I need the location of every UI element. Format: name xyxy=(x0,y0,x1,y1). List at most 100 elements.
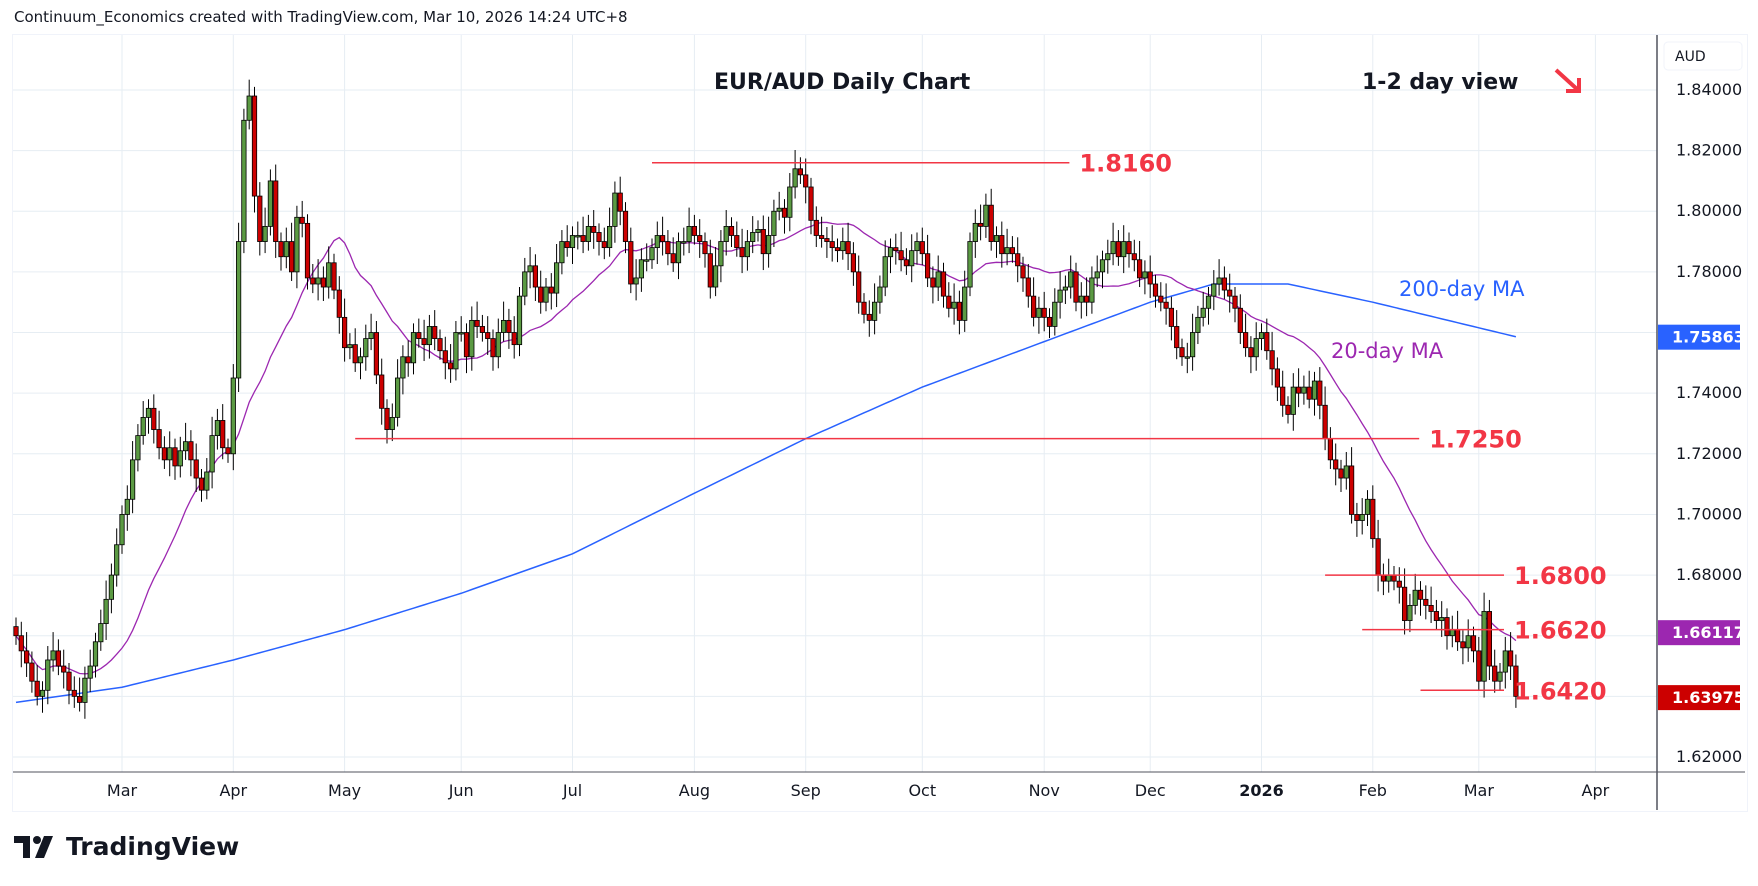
candle[interactable] xyxy=(649,247,655,261)
candle[interactable] xyxy=(1089,277,1095,303)
candle[interactable] xyxy=(1359,514,1365,521)
candle[interactable] xyxy=(426,326,433,346)
candle[interactable] xyxy=(1036,307,1042,318)
candle[interactable] xyxy=(1391,574,1397,582)
candle[interactable] xyxy=(161,447,167,461)
candle[interactable] xyxy=(797,168,804,176)
candle[interactable] xyxy=(1338,468,1344,479)
candle[interactable] xyxy=(1179,347,1185,358)
candle[interactable] xyxy=(1311,380,1318,400)
candle[interactable] xyxy=(1433,611,1439,621)
candle[interactable] xyxy=(1465,635,1471,649)
candle[interactable] xyxy=(1306,386,1312,400)
candle[interactable] xyxy=(341,316,348,349)
candle[interactable] xyxy=(400,356,406,379)
candle[interactable] xyxy=(1232,295,1238,309)
candle[interactable] xyxy=(728,225,735,236)
candle[interactable] xyxy=(1513,665,1519,697)
candle[interactable] xyxy=(861,301,867,315)
candle[interactable] xyxy=(569,235,576,249)
candle[interactable] xyxy=(1412,589,1418,606)
candle[interactable] xyxy=(972,222,978,242)
candle[interactable] xyxy=(776,207,782,212)
candle[interactable] xyxy=(1163,301,1169,309)
candle[interactable] xyxy=(167,447,173,461)
candle[interactable] xyxy=(654,235,660,249)
candle[interactable] xyxy=(108,574,114,600)
candle[interactable] xyxy=(193,459,199,479)
candle[interactable] xyxy=(442,350,448,364)
candle[interactable] xyxy=(1258,332,1265,339)
candle[interactable] xyxy=(993,235,1000,242)
candle[interactable] xyxy=(808,186,814,221)
candle[interactable] xyxy=(548,286,554,294)
candle[interactable] xyxy=(1031,295,1037,318)
candle[interactable] xyxy=(204,471,210,491)
candle[interactable] xyxy=(1168,307,1174,327)
candle[interactable] xyxy=(1009,247,1016,255)
candle[interactable] xyxy=(1508,650,1514,667)
candle[interactable] xyxy=(988,204,994,242)
candle[interactable] xyxy=(145,407,152,418)
candle[interactable] xyxy=(198,477,205,491)
candle[interactable] xyxy=(691,225,698,236)
candle[interactable] xyxy=(1396,580,1402,588)
candle[interactable] xyxy=(1269,350,1275,370)
candle[interactable] xyxy=(1205,295,1212,309)
candle[interactable] xyxy=(522,271,528,297)
candle[interactable] xyxy=(1084,295,1090,303)
candle[interactable] xyxy=(1131,253,1137,261)
candle[interactable] xyxy=(188,441,194,461)
candle[interactable] xyxy=(1497,671,1503,682)
candle[interactable] xyxy=(516,295,523,346)
candle[interactable] xyxy=(1137,259,1143,279)
candle[interactable] xyxy=(479,326,486,333)
candle[interactable] xyxy=(554,262,560,294)
candle[interactable] xyxy=(1004,247,1010,255)
candle[interactable] xyxy=(1486,611,1492,667)
candle[interactable] xyxy=(1248,347,1254,358)
candle[interactable] xyxy=(591,225,597,233)
candle[interactable] xyxy=(829,241,835,249)
candle[interactable] xyxy=(98,623,104,643)
candle[interactable] xyxy=(1439,617,1445,621)
candle[interactable] xyxy=(463,332,470,358)
candle[interactable] xyxy=(1243,332,1249,349)
candle[interactable] xyxy=(230,377,236,455)
candle[interactable] xyxy=(1333,459,1339,470)
candle[interactable] xyxy=(781,207,788,218)
candle[interactable] xyxy=(135,435,141,461)
candle[interactable] xyxy=(538,286,544,303)
candle[interactable] xyxy=(633,277,639,285)
candle[interactable] xyxy=(638,259,645,279)
candle[interactable] xyxy=(771,210,777,236)
candle[interactable] xyxy=(310,277,316,285)
candle[interactable] xyxy=(458,332,464,335)
candle[interactable] xyxy=(288,241,295,273)
candle[interactable] xyxy=(840,241,846,252)
candle[interactable] xyxy=(1375,538,1381,576)
candle[interactable] xyxy=(262,225,268,242)
candle[interactable] xyxy=(61,665,67,673)
candle[interactable] xyxy=(23,650,30,664)
candle[interactable] xyxy=(55,650,62,667)
candle[interactable] xyxy=(967,241,973,288)
candle[interactable] xyxy=(866,313,872,321)
candle[interactable] xyxy=(66,671,72,691)
candle[interactable] xyxy=(119,514,125,546)
candle[interactable] xyxy=(946,295,952,309)
candle[interactable] xyxy=(251,95,258,197)
candle[interactable] xyxy=(1142,271,1148,279)
candle[interactable] xyxy=(660,235,666,242)
candle[interactable] xyxy=(506,319,512,333)
candle[interactable] xyxy=(495,332,501,358)
candle[interactable] xyxy=(1407,605,1413,621)
candle[interactable] xyxy=(225,447,231,455)
candle[interactable] xyxy=(394,377,401,418)
candle[interactable] xyxy=(326,262,332,288)
candle[interactable] xyxy=(1290,386,1296,415)
candle[interactable] xyxy=(877,286,883,303)
candle[interactable] xyxy=(416,332,422,339)
candle[interactable] xyxy=(585,225,592,242)
candle[interactable] xyxy=(1126,241,1132,255)
